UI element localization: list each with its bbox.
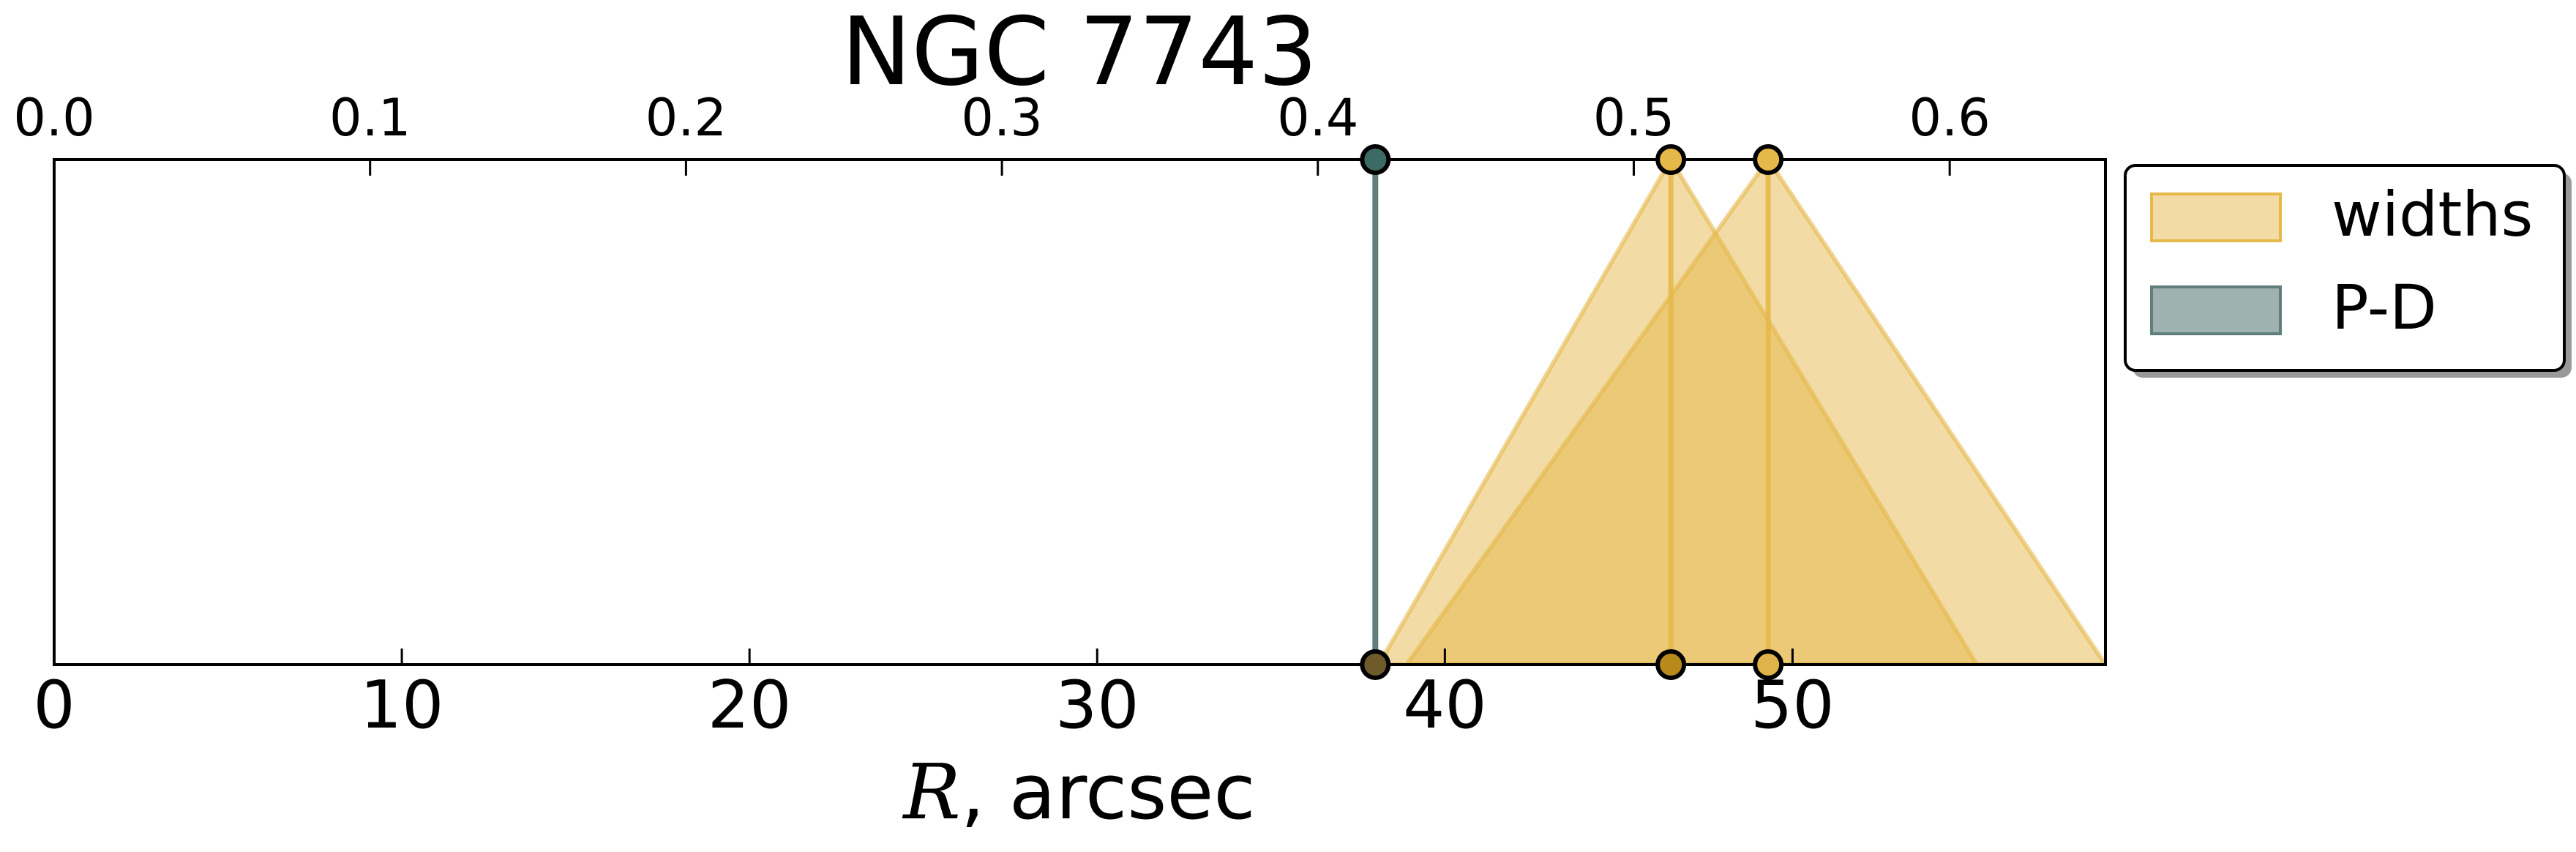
widths-marker-top-2 xyxy=(1753,144,1784,175)
plot-layer xyxy=(1372,160,2105,665)
bottom-tick-label-0: 0 xyxy=(33,667,75,744)
pd-marker-bottom-1 xyxy=(1360,649,1391,680)
top-ticks: 0.0 0.1 0.2 0.3 0.4 0.5 0.6 xyxy=(13,88,1991,176)
top-tick-label-3: 0.3 xyxy=(961,88,1042,148)
legend-label-pd: P-D xyxy=(2332,272,2437,343)
x-axis-unit: , arcsec xyxy=(961,747,1256,837)
x-axis-symbol: R xyxy=(902,747,960,837)
pd-marker-top-1 xyxy=(1360,144,1391,175)
top-tick-label-2: 0.2 xyxy=(645,88,727,148)
legend-label-widths: widths xyxy=(2332,179,2533,250)
bottom-tick-label-4: 40 xyxy=(1403,667,1487,744)
widths-marker-bottom-2 xyxy=(1753,649,1784,680)
plot-frame xyxy=(53,158,2107,666)
top-tick-label-6: 0.6 xyxy=(1909,88,1991,148)
bottom-tick-label-3: 30 xyxy=(1055,667,1139,744)
legend: widths P-D xyxy=(2124,164,2572,378)
widths-marker-top-1 xyxy=(1655,144,1687,175)
legend-swatch-pd xyxy=(2150,285,2282,335)
chart-title: NGC 7743 xyxy=(842,0,1318,107)
top-tick-label-5: 0.5 xyxy=(1593,88,1674,148)
marker-layer xyxy=(1360,144,1784,680)
widths-triangle-2 xyxy=(1404,160,2105,665)
x-axis-label: R, arcsec xyxy=(902,747,1255,837)
bottom-tick-label-1: 10 xyxy=(360,667,444,744)
top-tick-label-4: 0.4 xyxy=(1277,88,1358,148)
bottom-ticks: 0 10 20 30 40 50 xyxy=(33,649,1835,744)
bottom-tick-label-5: 50 xyxy=(1751,667,1835,744)
bottom-tick-label-2: 20 xyxy=(708,667,792,744)
legend-swatch-widths xyxy=(2150,193,2282,242)
top-tick-label-1: 0.1 xyxy=(329,88,411,148)
widths-marker-bottom-1 xyxy=(1655,649,1687,680)
top-tick-label-0: 0.0 xyxy=(13,88,94,148)
